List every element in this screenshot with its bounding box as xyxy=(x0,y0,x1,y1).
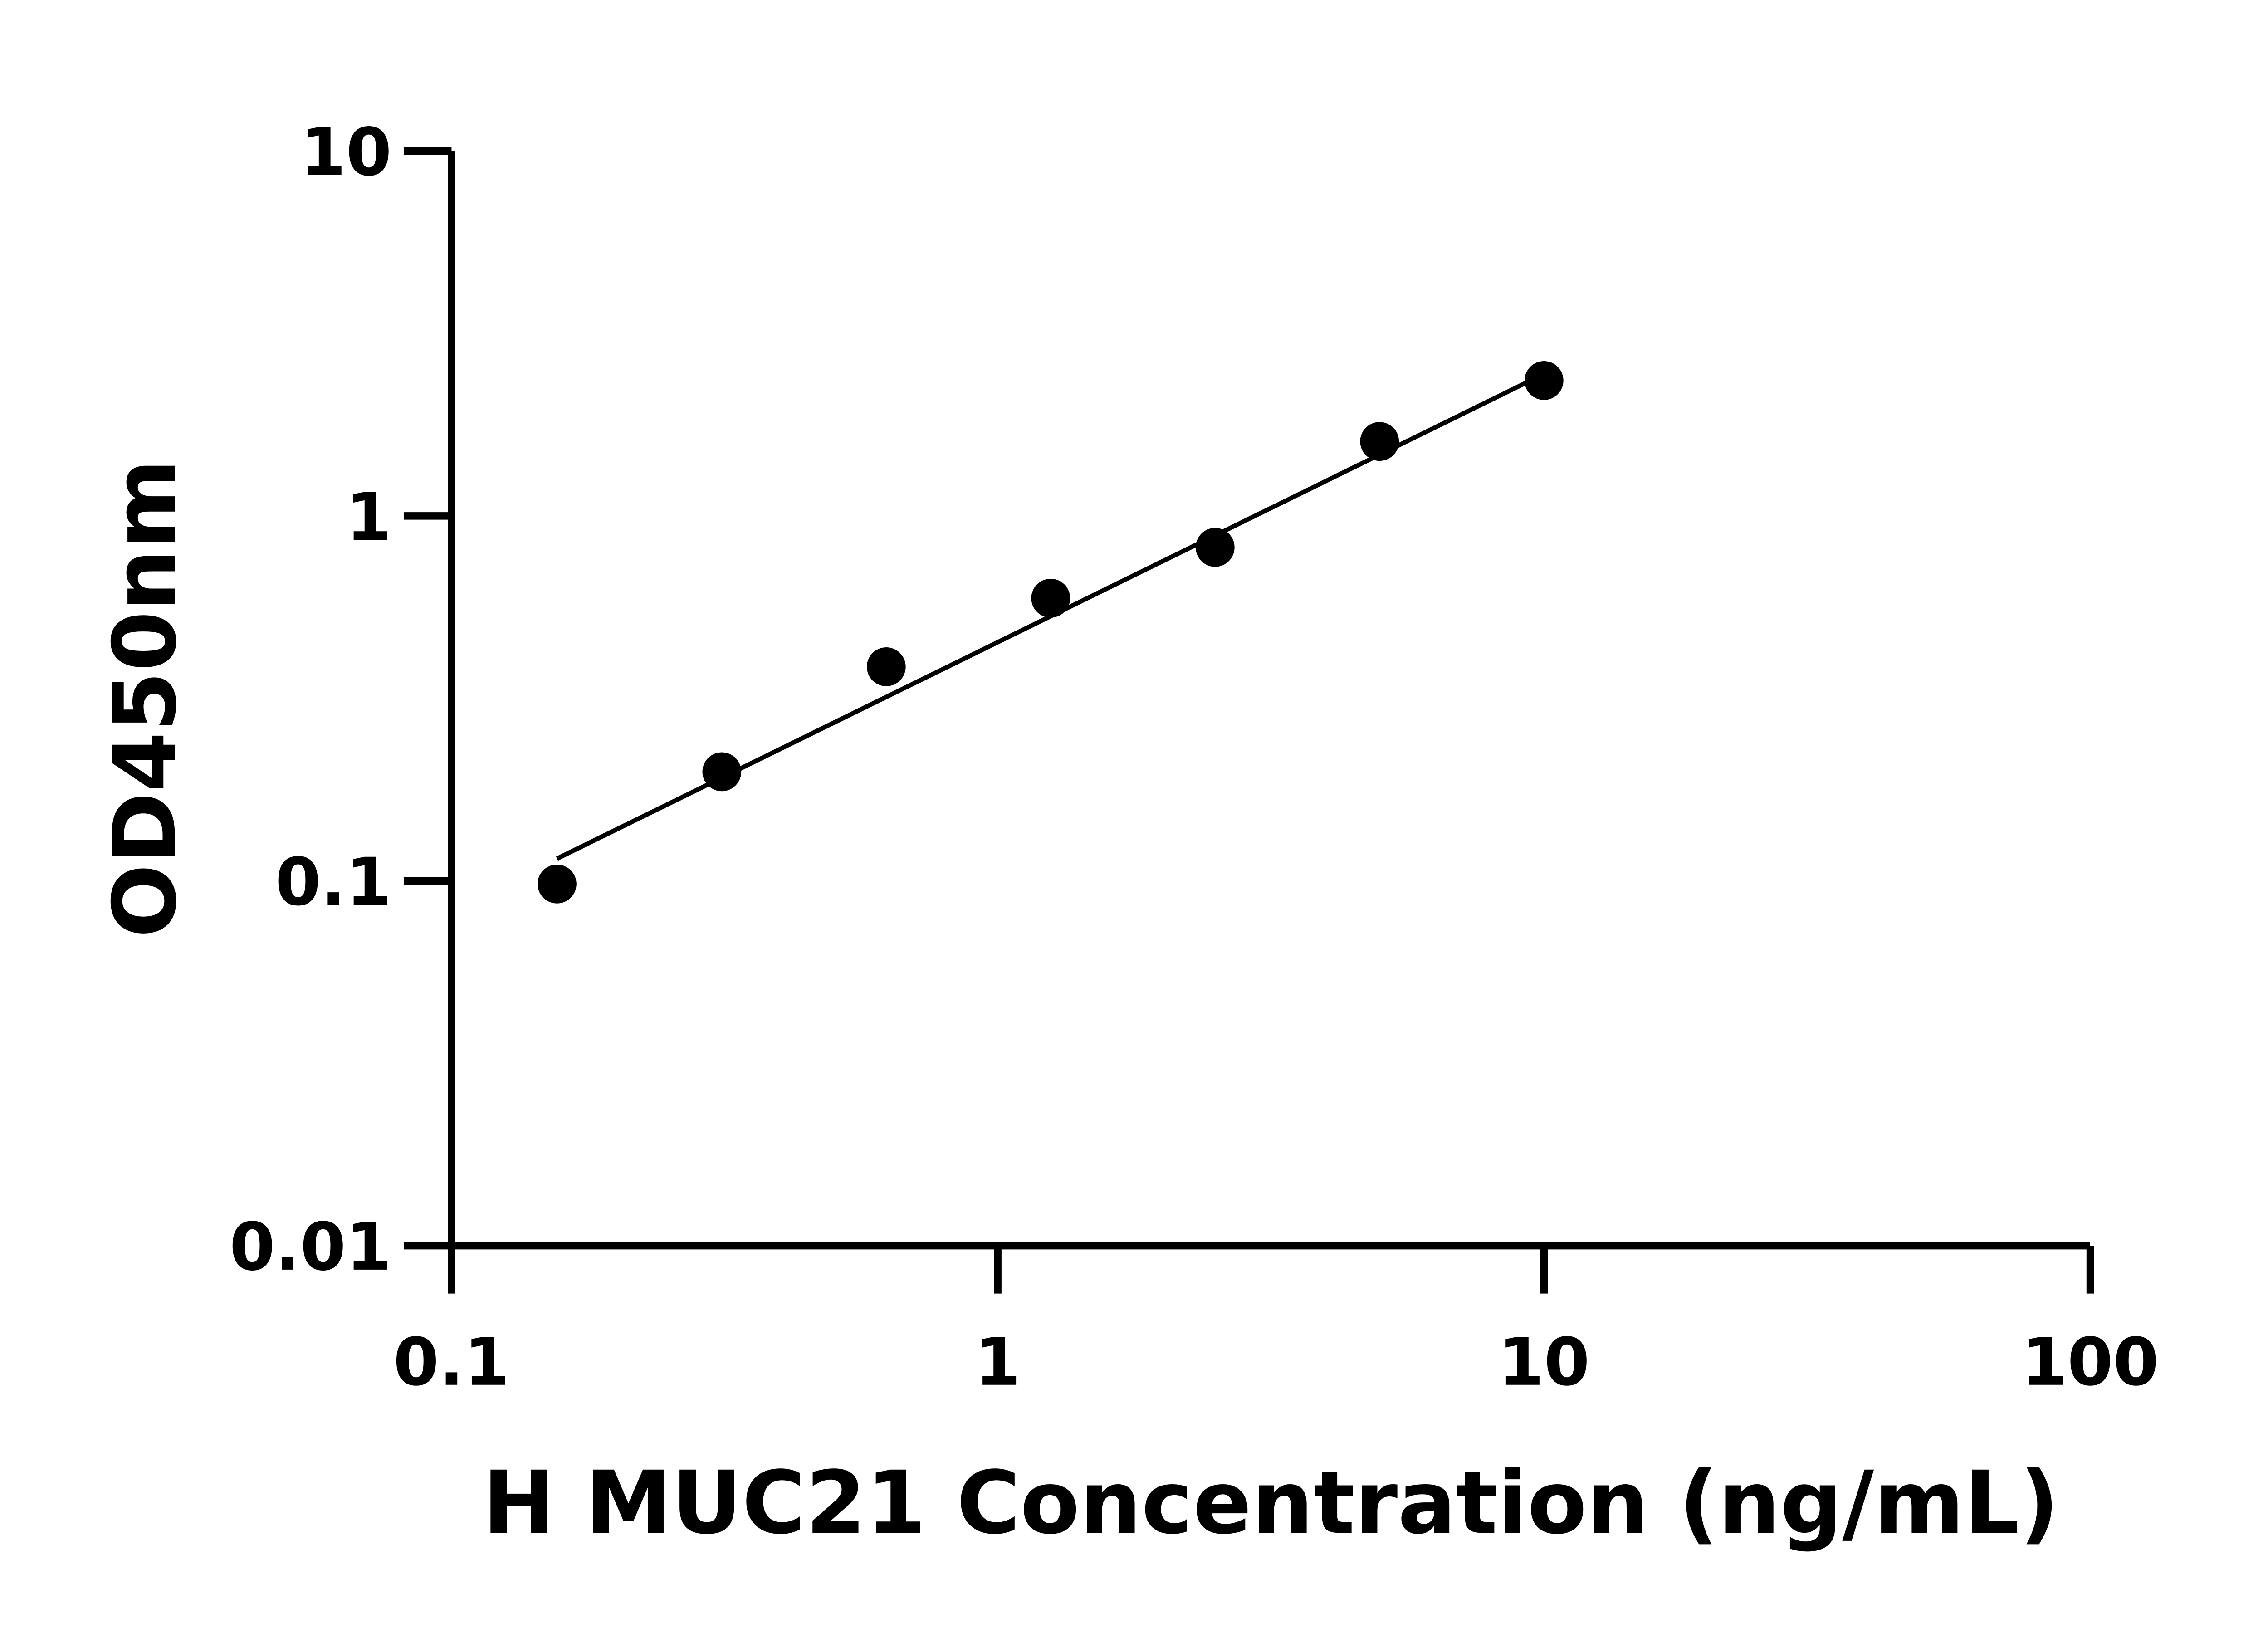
x-tick-label: 1 xyxy=(975,1324,1021,1401)
x-tick-label: 0.1 xyxy=(393,1324,510,1401)
x-tick-label: 100 xyxy=(2022,1324,2159,1401)
y-axis-title: OD450nm xyxy=(95,459,196,938)
data-point xyxy=(1524,361,1564,400)
data-point xyxy=(1195,528,1235,567)
y-tick-label: 10 xyxy=(300,114,392,191)
x-tick-label: 10 xyxy=(1498,1324,1590,1401)
data-point xyxy=(538,864,577,904)
data-points xyxy=(538,361,1564,904)
y-tick-label: 0.01 xyxy=(230,1209,392,1286)
data-point xyxy=(866,647,906,686)
data-point xyxy=(1031,578,1070,618)
data-point xyxy=(1360,422,1399,461)
data-point xyxy=(702,752,742,792)
x-axis-title: H MUC21 Concentration (ng/mL) xyxy=(483,1453,2059,1554)
y-tick-label: 0.1 xyxy=(275,844,392,920)
axes xyxy=(448,151,2091,1250)
y-tick-label: 1 xyxy=(346,479,392,556)
